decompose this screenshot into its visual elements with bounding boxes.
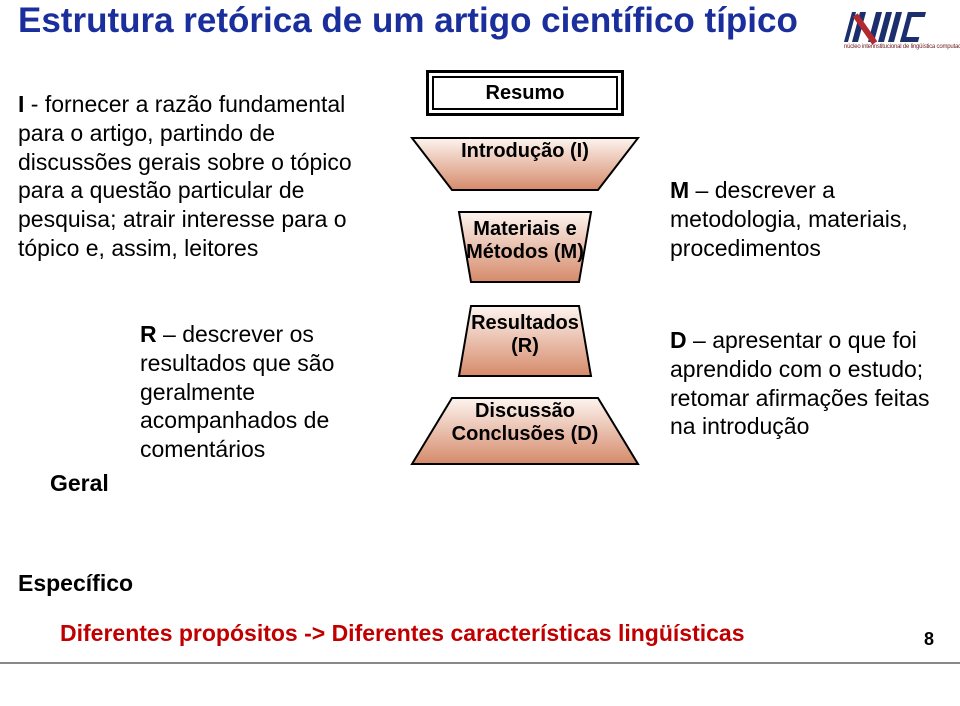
footer-statement: Diferentes propósitos -> Diferentes cara… <box>60 620 745 647</box>
intro-label: Introdução (I) <box>408 134 642 163</box>
d-text: – apresentar o que foi aprendido com o e… <box>670 327 929 439</box>
slide-title: Estrutura retórica de um artigo científi… <box>18 2 830 41</box>
resultados-label-2: (R) <box>445 335 605 358</box>
materiais-node: Materiais e Métodos (M) <box>445 208 605 286</box>
discussao-label-1: Discussão <box>408 400 642 423</box>
intro-node: Introdução (I) <box>408 134 642 194</box>
materiais-label-2: Métodos (M) <box>445 241 605 264</box>
resumo-label: Resumo <box>432 76 618 110</box>
especifico-label: Específico <box>18 570 133 597</box>
d-description: D – apresentar o que foi aprendido com o… <box>670 326 940 441</box>
d-lead: D <box>670 327 687 353</box>
resultados-label-1: Resultados <box>445 312 605 335</box>
logo-subtext: núcleo interinstitucional de lingüística… <box>844 44 960 50</box>
m-description: M – descrever a metodologia, materiais, … <box>670 176 940 262</box>
materiais-label-1: Materiais e <box>445 218 605 241</box>
r-lead: R <box>140 321 157 347</box>
discussao-label-2: Conclusões (D) <box>408 423 642 446</box>
page-number: 8 <box>924 629 934 650</box>
nilc-logo: núcleo interinstitucional de lingüística… <box>848 8 948 58</box>
slide: núcleo interinstitucional de lingüística… <box>0 0 960 706</box>
bottom-rule <box>0 662 960 664</box>
geral-label: Geral <box>50 470 109 497</box>
resultados-node: Resultados (R) <box>445 302 605 380</box>
i-description: I - fornecer a razão fundamental para o … <box>18 90 368 263</box>
i-text: - fornecer a razão fundamental para o ar… <box>18 91 352 261</box>
m-text: – descrever a metodologia, materiais, pr… <box>670 177 908 261</box>
article-structure-diagram: Resumo Introdução (I) <box>395 70 655 510</box>
r-description: R – descrever os resultados que são gera… <box>140 320 390 464</box>
resumo-box: Resumo <box>426 70 624 116</box>
m-lead: M <box>670 177 689 203</box>
discussao-node: Discussão Conclusões (D) <box>408 394 642 468</box>
r-text: – descrever os resultados que são geralm… <box>140 321 334 462</box>
